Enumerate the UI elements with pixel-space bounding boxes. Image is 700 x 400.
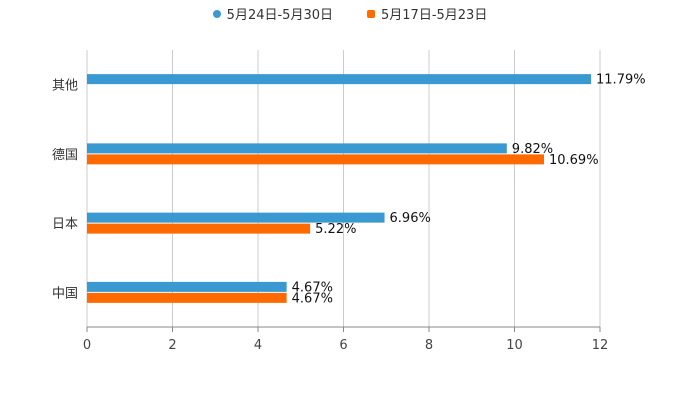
- data-label: 9.82%: [512, 142, 553, 157]
- data-label: 4.67%: [292, 280, 333, 295]
- x-tick-label: 0: [83, 338, 91, 353]
- y-category-label: 德国: [52, 148, 78, 163]
- y-category-label: 其他: [52, 79, 78, 94]
- x-tick-label: 8: [425, 338, 433, 353]
- data-label: 6.96%: [390, 211, 431, 226]
- bar-series-2: [87, 154, 544, 165]
- legend-dot-icon: [212, 9, 221, 18]
- bar-series-1: [87, 74, 592, 85]
- data-label: 4.67%: [292, 291, 333, 306]
- y-category-label: 中国: [52, 286, 78, 301]
- bar-series-2: [87, 292, 287, 303]
- bar-series-1: [87, 143, 507, 154]
- data-label: 5.22%: [315, 222, 356, 237]
- x-tick-label: 4: [254, 338, 262, 353]
- legend-item-series-1[interactable]: 5月24日-5月30日: [212, 4, 333, 23]
- y-category-label: 日本: [52, 217, 78, 232]
- legend-square-icon: [367, 9, 375, 18]
- data-label: 11.79%: [596, 73, 646, 88]
- x-tick-label: 6: [339, 338, 347, 353]
- bar-series-1: [87, 281, 287, 292]
- bar-series-1: [87, 212, 385, 223]
- x-tick-label: 2: [168, 338, 176, 353]
- x-tick-label: 12: [592, 338, 609, 353]
- data-label: 10.69%: [549, 153, 599, 168]
- bar-series-2: [87, 223, 311, 234]
- legend-item-series-2[interactable]: 5月17日-5月23日: [367, 4, 487, 23]
- legend-label: 5月24日-5月30日: [226, 8, 333, 23]
- x-tick-label: 10: [506, 338, 523, 353]
- legend: 5月24日-5月30日 5月17日-5月23日: [0, 4, 700, 23]
- legend-label: 5月17日-5月23日: [381, 8, 488, 23]
